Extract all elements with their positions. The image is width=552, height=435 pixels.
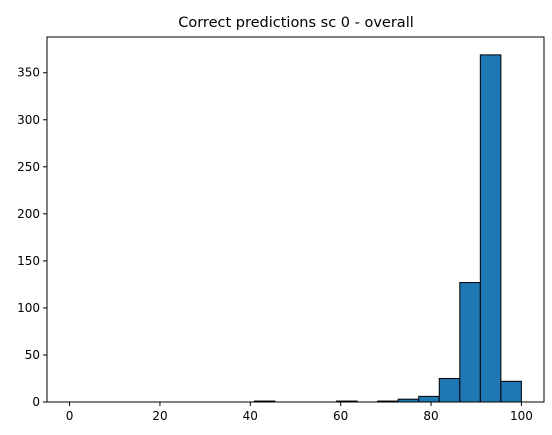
x-tick-label: 100 [510, 409, 533, 423]
y-tick-label: 0 [32, 395, 40, 409]
x-tick-label: 40 [243, 409, 258, 423]
histogram-bar [419, 396, 440, 402]
y-tick-label: 100 [17, 301, 40, 315]
x-tick-label: 60 [333, 409, 348, 423]
y-tick-label: 150 [17, 254, 40, 268]
y-tick-label: 50 [25, 348, 40, 362]
y-axis-ticks: 0 50 100 150 200 250 300 350 [17, 66, 47, 409]
y-tick-label: 250 [17, 160, 40, 174]
histogram-bar [439, 378, 460, 402]
x-tick-label: 80 [423, 409, 438, 423]
x-axis-ticks: 0 20 40 60 80 100 [66, 402, 533, 423]
x-tick-label: 20 [152, 409, 167, 423]
x-tick-label: 0 [66, 409, 74, 423]
chart-title: Correct predictions sc 0 - overall [178, 15, 414, 31]
y-tick-label: 200 [17, 207, 40, 221]
histogram-bar [480, 55, 501, 402]
histogram-bar [501, 381, 522, 402]
histogram-bar [460, 283, 481, 402]
y-tick-label: 350 [17, 66, 40, 80]
y-tick-label: 300 [17, 113, 40, 127]
histogram-bars [254, 55, 521, 402]
